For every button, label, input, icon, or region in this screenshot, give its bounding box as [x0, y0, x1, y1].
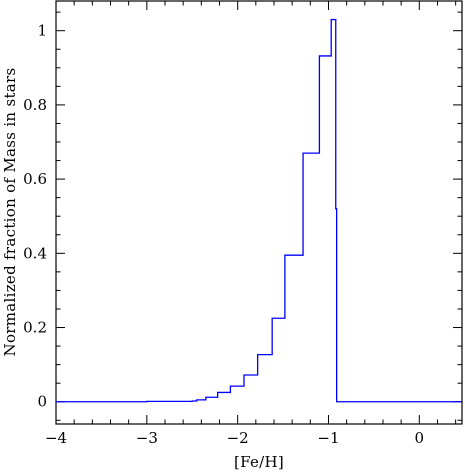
y-tick-label: 1: [37, 22, 47, 40]
x-tick-label: −1: [317, 429, 339, 447]
y-tick-label: 0: [37, 393, 47, 411]
x-tick-label: 0: [415, 429, 425, 447]
x-tick-label: −2: [227, 429, 249, 447]
tick-labels: −4 −3 −2 −1 0 0 0.2 0.4 0.6 0.8 1: [23, 22, 424, 447]
y-tick-label: 0.4: [23, 244, 47, 262]
y-tick-label: 0.6: [23, 170, 47, 188]
x-tick-label: −3: [136, 429, 158, 447]
x-axis-title: [Fe/H]: [234, 453, 284, 471]
ticks: [55, 1, 462, 424]
series-line: [56, 18, 462, 403]
y-tick-label: 0.8: [23, 96, 47, 114]
x-tick-label: −4: [45, 429, 67, 447]
y-tick-label: 0.2: [23, 319, 47, 337]
y-axis-title: Normalized fraction of Mass in stars: [1, 68, 19, 357]
plot-frame: [55, 0, 463, 425]
